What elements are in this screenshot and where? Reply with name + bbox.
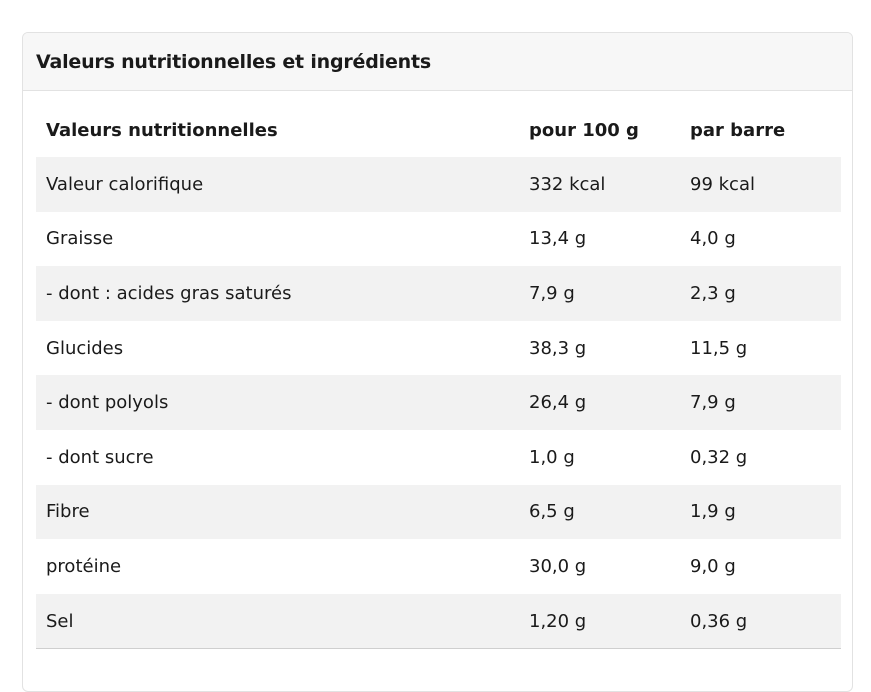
- nutrient-name: - dont polyols: [36, 375, 519, 430]
- nutrient-name: Glucides: [46, 337, 124, 359]
- value-per-100g: 6,5 g: [519, 484, 680, 540]
- value-per-bar: 11,5 g: [690, 337, 748, 359]
- section-title: Valeurs nutritionnelles et ingrédients: [36, 50, 431, 73]
- value-per-bar: 1,9 g: [680, 484, 841, 540]
- value-per-bar: 7,9 g: [680, 375, 841, 430]
- value-per-bar: 2,3 g: [680, 266, 841, 321]
- value-per-100g: 13,4 g: [529, 228, 587, 250]
- table-row: Fibre 6,5 g 1,9 g: [36, 484, 841, 540]
- table-header-row: Valeurs nutritionnelles pour 100 g par b…: [36, 103, 841, 157]
- value-per-100g: 1,20 g: [519, 593, 680, 650]
- nutrient-name: Fibre: [36, 484, 519, 540]
- nutrient-name: Valeur calorifique: [36, 157, 519, 212]
- value-per-bar: 9,0 g: [690, 555, 736, 577]
- table-row: Graisse 13,4 g 4,0 g: [36, 212, 841, 267]
- nutrition-card-header[interactable]: Valeurs nutritionnelles et ingrédients: [23, 33, 852, 91]
- nutrient-name: - dont : acides gras saturés: [36, 266, 519, 321]
- value-per-bar: 0,32 g: [690, 446, 748, 468]
- value-per-100g: 332 kcal: [519, 157, 680, 212]
- nutrient-name: Sel: [36, 593, 519, 650]
- table-row: - dont : acides gras saturés 7,9 g 2,3 g: [36, 266, 841, 321]
- table-row: Glucides 38,3 g 11,5 g: [36, 321, 841, 376]
- table-row: Sel 1,20 g 0,36 g: [36, 593, 841, 650]
- table-row: protéine 30,0 g 9,0 g: [36, 539, 841, 594]
- nutrient-name: protéine: [46, 555, 122, 577]
- value-per-bar: 99 kcal: [680, 157, 841, 212]
- table-row: - dont polyols 26,4 g 7,9 g: [36, 375, 841, 430]
- table-row: Valeur calorifique 332 kcal 99 kcal: [36, 157, 841, 212]
- value-per-100g: 38,3 g: [529, 337, 587, 359]
- value-per-100g: 7,9 g: [519, 266, 680, 321]
- nutrition-card: Valeurs nutritionnelles et ingrédients V…: [22, 32, 853, 692]
- value-per-100g: 30,0 g: [529, 555, 587, 577]
- column-header-per-100g: pour 100 g: [529, 119, 639, 141]
- value-per-bar: 0,36 g: [680, 593, 841, 650]
- nutrient-name: - dont sucre: [46, 446, 154, 468]
- column-header-nutrient: Valeurs nutritionnelles: [46, 119, 278, 141]
- nutrition-table: Valeurs nutritionnelles pour 100 g par b…: [36, 103, 841, 650]
- column-header-per-bar: par barre: [690, 119, 786, 141]
- table-row: - dont sucre 1,0 g 0,32 g: [36, 430, 841, 485]
- nutrition-card-body: Valeurs nutritionnelles pour 100 g par b…: [23, 91, 852, 650]
- value-per-100g: 1,0 g: [529, 446, 575, 468]
- nutrient-name: Graisse: [46, 228, 114, 250]
- value-per-bar: 4,0 g: [690, 228, 736, 250]
- value-per-100g: 26,4 g: [519, 375, 680, 430]
